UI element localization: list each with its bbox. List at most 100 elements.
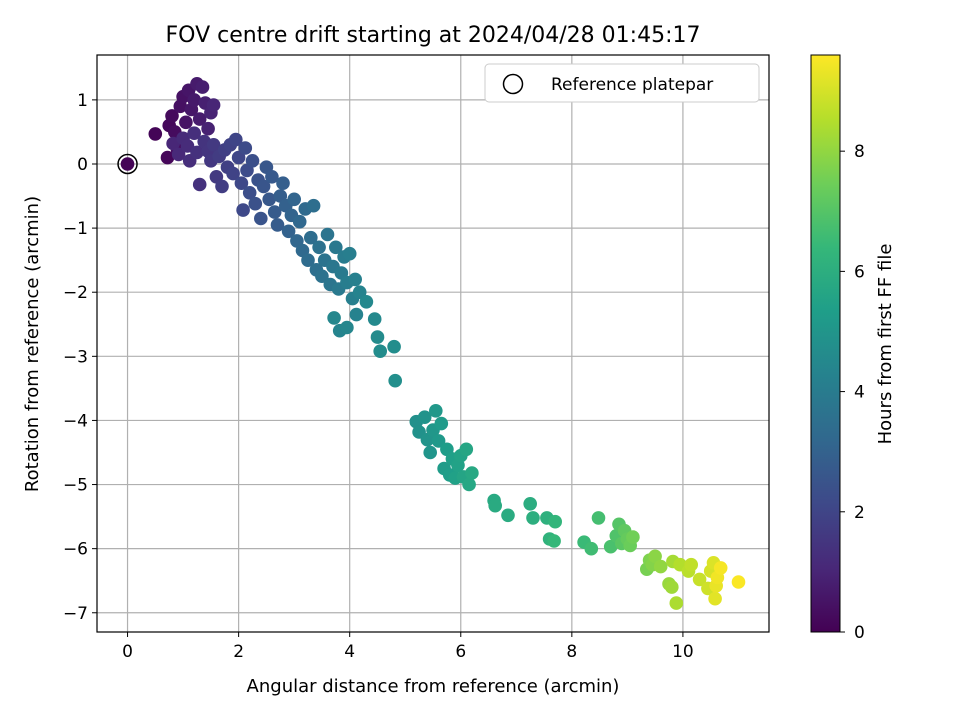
plot-frame [96,54,770,633]
x-axis-label: Angular distance from reference (arcmin) [247,676,620,697]
legend-box [484,63,760,103]
data-point [692,572,707,587]
data-point [315,269,329,284]
y-tick-label: −5 [63,476,88,496]
data-point [429,404,443,418]
data-point [238,141,253,155]
data-point [148,127,163,141]
y-tick-label: −6 [63,540,88,560]
data-point [591,511,606,525]
data-point [187,126,201,140]
colorbar-tick-label: 2 [854,503,865,523]
data-point [276,176,290,190]
data-point [231,150,246,165]
x-tick-label: 6 [455,642,466,662]
data-point [367,312,382,326]
colorbar [810,54,841,633]
y-tick-label: −2 [63,283,88,303]
data-point [434,416,449,431]
data-point [373,344,388,359]
x-tick-label: 0 [122,642,133,662]
points-layer [117,77,746,610]
data-point [462,477,476,492]
colorbar-label: Hours from first FF file [875,244,896,445]
y-tick-label: −4 [63,411,88,431]
data-point [465,466,479,480]
data-point [669,596,684,610]
reference-marker [117,153,138,175]
data-point [417,410,432,425]
colorbar-ticks: 0 2 4 6 8 [840,142,865,643]
x-tick-label: 2 [233,642,244,662]
data-point [387,339,401,354]
y-tick-label: −3 [63,347,88,367]
data-point [684,557,698,572]
colorbar-tick-label: 0 [854,623,865,643]
data-point [248,196,263,211]
data-point [327,311,341,325]
data-point [234,176,249,190]
data-point [206,138,221,152]
data-point [423,445,438,460]
data-point [626,530,640,544]
data-point [665,580,679,594]
data-point [488,498,503,513]
data-point [348,272,363,287]
data-point [201,121,215,136]
chart-title: FOV centre drift starting at 2024/04/28 … [166,23,701,48]
data-point [262,192,277,207]
data-point [301,253,315,267]
data-point [195,80,210,94]
data-point [349,307,364,322]
data-point [166,136,180,151]
data-point [179,115,193,130]
data-point [120,157,135,171]
data-point [713,561,728,575]
data-point [388,373,403,388]
legend: Reference platepar [484,63,760,103]
data-point [370,330,385,344]
x-tick-label: 8 [566,642,577,662]
data-point [731,575,746,589]
y-tick-label: 0 [77,155,88,175]
data-point [312,240,326,255]
data-point [352,285,367,300]
data-point [320,227,335,242]
data-point [229,132,243,147]
y-tick-label: −1 [63,219,88,239]
data-point [603,539,618,554]
data-point [206,98,221,112]
y-tick-label: −7 [63,604,88,624]
data-point [256,179,271,194]
data-point [265,170,279,184]
data-point [160,150,175,165]
colorbar-tick-label: 4 [854,383,865,403]
data-point [523,497,537,511]
data-point [192,177,207,192]
y-tick-label: 1 [77,91,88,111]
data-point [242,186,257,200]
data-point [501,508,515,523]
data-point [287,192,302,207]
data-point [708,591,722,606]
data-point [359,295,374,309]
data-point [245,154,260,168]
data-point [281,224,296,239]
data-point [171,147,186,162]
data-point [340,320,354,335]
colorbar-tick-label: 6 [854,262,865,282]
data-point [584,541,599,556]
data-point [547,534,561,548]
data-point [306,198,321,213]
x-tick-label: 10 [672,642,694,662]
data-point [342,246,357,261]
data-point [215,179,229,194]
data-point [165,109,179,123]
colorbar-tick-label: 8 [854,142,865,162]
data-point [190,145,204,160]
data-point [653,559,668,574]
data-point [329,240,343,255]
data-point [292,214,307,229]
data-point [187,93,201,107]
